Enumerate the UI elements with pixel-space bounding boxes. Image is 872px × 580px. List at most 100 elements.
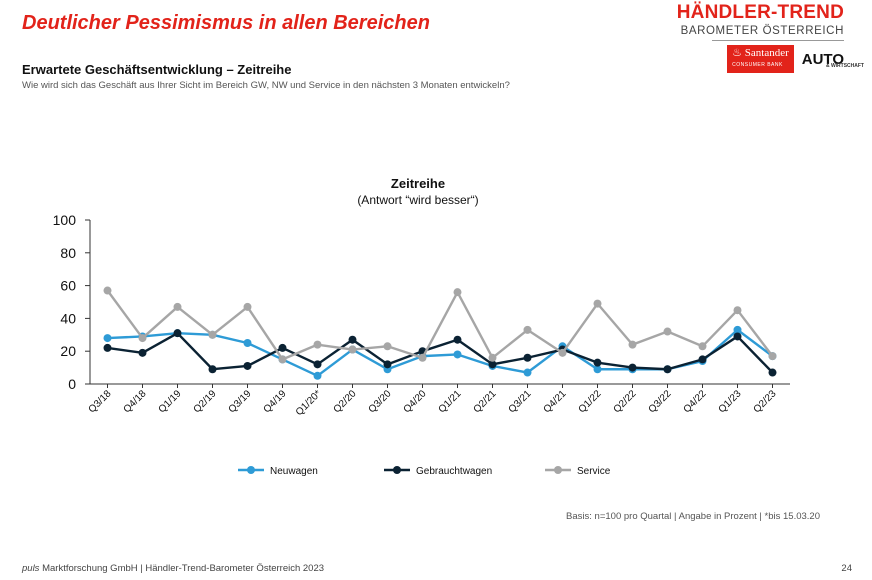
data-point-service [593,299,602,308]
page-headline: Deutlicher Pessimismus in allen Bereiche… [22,12,430,34]
santander-logo: ♨ Santander CONSUMER BANK [727,45,794,73]
x-tick-label: Q4/20 [402,388,429,415]
line-chart: Zeitreihe (Antwort “wird besser“) 0 20 40 6… [53,176,790,477]
data-point-gebrauchtwagen [313,360,322,369]
y-tick-label: 80 [60,245,76,261]
data-point-service [698,342,707,351]
data-point-service [208,330,217,339]
footer-company-italic: puls [22,563,40,574]
data-point-service [278,355,287,364]
legend-marker-neuwagen [247,466,255,474]
y-tick-label: 0 [68,376,76,392]
chart-title: Zeitreihe [391,176,445,191]
x-tick-label: Q2/22 [612,388,639,415]
partner-logos: ♨ Santander CONSUMER BANK AUTO & WIRTSCH… [672,45,864,73]
footer-company-rest: Marktforschung GmbH | Händler-Trend-Baro… [39,563,325,574]
x-tick-label: Q2/21 [472,388,499,415]
chart-subtitle: (Antwort “wird besser“) [357,193,478,207]
chart-axes: 0 20 40 60 80 100 Q3/18 Q4/18 Q1/19 Q2/19 Q3/19 Q4/… [53,212,790,418]
auto-label: AUTO [801,50,844,68]
x-tick-label: Q3/19 [227,388,254,415]
y-tick-label: 60 [60,278,76,294]
brand-title: HÄNDLER-TREND [676,2,844,23]
x-tick-label: Q2/19 [192,388,219,415]
data-point-service [383,342,392,351]
data-point-service [103,286,112,295]
santander-label: Santander [744,47,789,59]
data-point-service [173,302,182,311]
y-tick-label: 20 [60,343,76,359]
data-point-neuwagen [243,339,252,347]
data-point-gebrauchtwagen [243,361,252,370]
data-point-gebrauchtwagen [208,365,217,374]
data-point-gebrauchtwagen [138,348,147,357]
x-tick-label: Q3/18 [87,388,114,415]
data-point-service [558,348,567,357]
x-tick-label: Q3/20 [367,388,394,415]
x-tick-label: Q4/18 [122,388,149,415]
x-tick-label: Q1/20* [294,388,324,418]
series-line-gebrauchtwagen [107,331,774,374]
data-point-service [313,340,322,349]
data-point-service [418,353,427,362]
data-point-service [453,288,462,297]
data-point-gebrauchtwagen [768,368,777,377]
legend-marker-gebrauchtwagen [393,466,401,474]
data-point-gebrauchtwagen [348,335,357,344]
data-point-service [243,302,252,311]
x-tick-label: Q1/21 [437,388,464,415]
x-tick-label: Q1/23 [717,388,744,415]
data-point-service [663,327,672,336]
legend-label-service: Service [577,466,611,477]
x-tick-label: Q3/21 [507,388,534,415]
x-tick-label: Q1/19 [157,388,184,415]
x-tick-label: Q1/22 [577,388,604,415]
data-point-neuwagen [313,371,322,380]
data-point-service [523,325,532,334]
data-point-service [768,352,777,361]
brand-subtitle: BAROMETER ÖSTERREICH [680,25,844,37]
x-tick-label: Q2/20 [332,388,359,415]
data-point-gebrauchtwagen [383,360,392,369]
x-tick-label: Q4/19 [262,388,289,415]
data-point-gebrauchtwagen [628,363,637,372]
data-point-gebrauchtwagen [103,343,112,352]
basis-note: Basis: n=100 pro Quartal | Angabe in Pro… [566,511,820,522]
page-number: 24 [841,563,852,574]
data-point-service [138,334,147,343]
data-point-neuwagen [523,368,532,377]
data-point-gebrauchtwagen [698,355,707,364]
data-point-gebrauchtwagen [663,365,672,374]
data-point-neuwagen [733,325,742,334]
data-point-gebrauchtwagen [453,335,462,344]
santander-sub-label: CONSUMER BANK [732,62,783,68]
legend-label-gebrauchtwagen: Gebrauchtwagen [416,466,492,477]
x-tick-label: Q4/21 [542,388,569,415]
x-tick-label: Q3/22 [647,388,674,415]
haendler-trend-logo: HÄNDLER-TREND BAROMETER ÖSTERREICH ♨ San… [672,2,864,73]
section-subtitle: Wie wird sich das Geschäft aus Ihrer Sic… [22,80,510,91]
x-tick-label: Q2/23 [752,388,779,415]
data-point-gebrauchtwagen [733,332,742,341]
chart-legend: Neuwagen Gebrauchtwagen Service [238,466,611,477]
brand-divider [712,40,844,41]
data-point-gebrauchtwagen [488,360,497,369]
data-point-service [733,306,742,315]
data-point-neuwagen [593,365,602,374]
legend-marker-service [554,466,562,474]
data-point-gebrauchtwagen [523,353,532,362]
data-point-gebrauchtwagen [278,343,287,352]
auto-sub-label: & WIRTSCHAFT [825,62,864,69]
data-point-service [488,353,497,362]
y-tick-label: 40 [60,310,76,326]
data-point-gebrauchtwagen [593,358,602,367]
data-point-neuwagen [103,334,112,343]
series-line-service [106,289,774,361]
data-point-neuwagen [453,350,462,359]
section-title: Erwartete Geschäftsentwicklung – Zeitrei… [22,62,292,77]
santander-flame-icon: ♨ [732,47,743,59]
chart-series [103,286,777,380]
data-point-service [348,345,357,354]
y-tick-label: 100 [53,212,77,228]
x-tick-label: Q4/22 [682,388,709,415]
